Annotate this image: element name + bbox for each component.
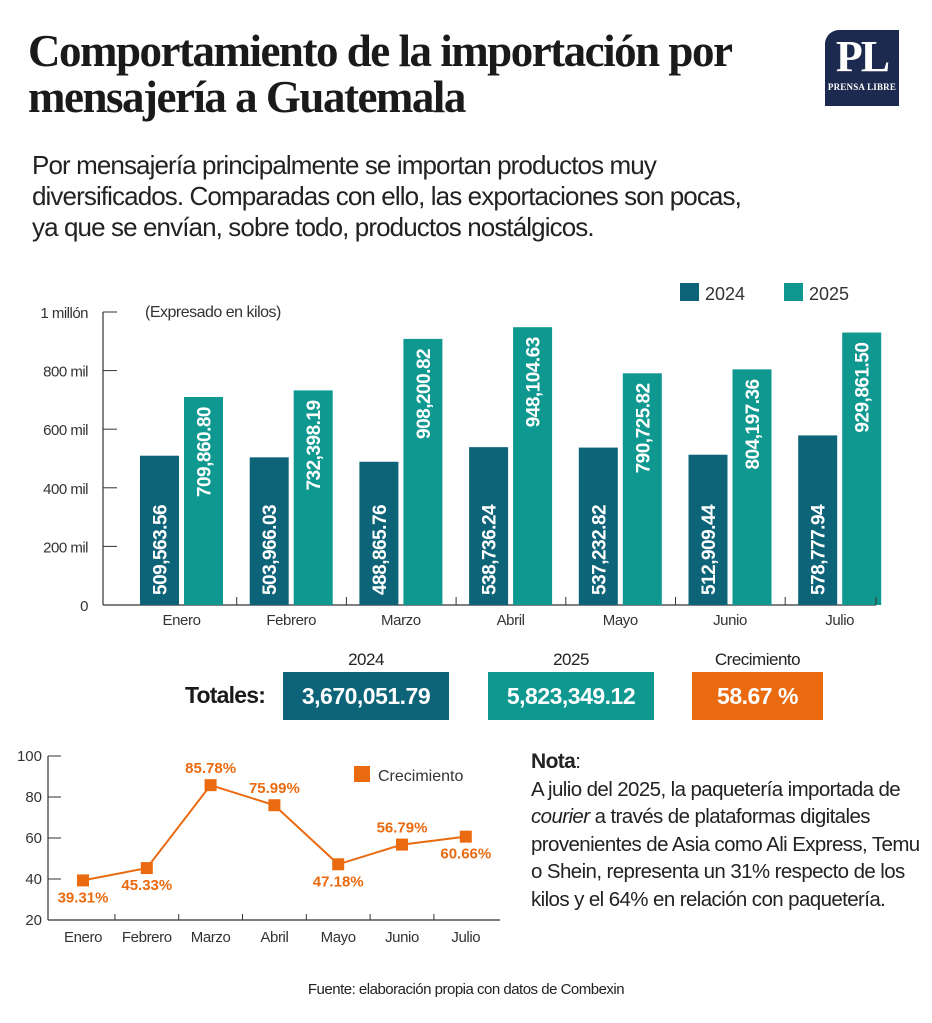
- bar-value-label: 488,865.76: [370, 505, 391, 595]
- bar-2024-junio: [688, 454, 728, 605]
- note-text-part: A julio del 2025, la paquetería importad…: [531, 777, 901, 801]
- y-tick-label: 100: [17, 748, 42, 765]
- note-box: Nota: A julio del 2025, la paquetería im…: [531, 748, 931, 913]
- growth-line-chart: 20 40 60 80 100 39.31% 45.33% 85.78% 75.99% 47.18…: [17, 748, 500, 946]
- bar-value-label: 509,563.56: [151, 505, 172, 595]
- totals-header-2024: 2024: [348, 650, 384, 669]
- note-colon: :: [575, 750, 581, 773]
- legend-label-2024: 2024: [705, 284, 745, 304]
- page-title: Comportamiento de la importación por men…: [28, 26, 732, 122]
- logo-monogram: PL: [835, 32, 890, 81]
- bar-2025-marzo: [403, 338, 443, 605]
- bar-2025-mayo: [622, 373, 662, 605]
- subtitle: Por mensajería principalmente se importa…: [32, 150, 742, 242]
- bar-value-label: 804,197.36: [743, 379, 764, 469]
- growth-value-label: 60.66%: [440, 846, 491, 863]
- bar-value-label: 732,398.19: [304, 400, 325, 490]
- bar-chart: 0 200 mil 400 mil 600 mil 800 mil 1 millón (Ex…: [40, 283, 882, 629]
- x-tick-label: Mayo: [321, 929, 356, 946]
- growth-marker-mayo: [332, 858, 345, 871]
- x-tick-label: Abril: [260, 929, 288, 946]
- legend-swatch-2025: [784, 283, 803, 301]
- bar-2024-marzo: [359, 461, 399, 605]
- units-annotation: (Expresado en kilos): [145, 304, 281, 321]
- bar-value-label: 538,736.24: [480, 504, 501, 595]
- x-tick-label: Mayo: [603, 612, 638, 629]
- bar-2025-junio: [732, 369, 772, 605]
- bar-value-label: 948,104.63: [524, 337, 545, 427]
- growth-value-label: 75.99%: [249, 780, 300, 797]
- x-tick-label: Marzo: [191, 929, 231, 946]
- growth-value-label: 85.78%: [185, 760, 236, 777]
- bar-2025-febrero: [293, 390, 333, 605]
- growth-marker-junio: [396, 838, 408, 851]
- totals-value-growth: 58.67 %: [692, 672, 823, 720]
- prensa-libre-logo: PL PRENSA LIBRE: [825, 30, 899, 106]
- x-tick-label: Abril: [497, 612, 525, 629]
- growth-marker-marzo: [204, 779, 217, 792]
- bar-value-label: 709,860.80: [195, 407, 216, 497]
- bar-value-label: 929,861.50: [853, 343, 874, 433]
- x-tick-label: Enero: [64, 929, 102, 946]
- y-tick-label: 60: [25, 830, 42, 847]
- x-tick-label: Junio: [385, 929, 419, 946]
- x-tick-label: Marzo: [381, 612, 421, 629]
- growth-value-label: 39.31%: [58, 889, 109, 906]
- source-note: Fuente: elaboración propia con datos de …: [307, 981, 625, 998]
- x-tick-label: Febrero: [266, 612, 316, 629]
- bar-value-label: 790,725.82: [633, 383, 654, 473]
- logo-name: PRENSA LIBRE: [827, 82, 897, 92]
- growth-marker-enero: [77, 874, 89, 887]
- note-text: A julio del 2025, la paquetería importad…: [531, 776, 931, 914]
- y-tick-label: 600 mil: [43, 422, 88, 439]
- legend-swatch-crecimiento: [354, 766, 370, 782]
- x-tick-label: Junio: [713, 612, 747, 629]
- bar-2024-mayo: [578, 447, 618, 605]
- y-tick-label: 1 millón: [40, 305, 88, 322]
- x-tick-label: Julio: [825, 612, 854, 629]
- totals-value-2025: 5,823,349.12: [488, 672, 654, 720]
- legend-label-2025: 2025: [809, 284, 849, 304]
- legend-label-crecimiento: Crecimiento: [378, 768, 463, 785]
- growth-marker-julio: [459, 830, 472, 843]
- growth-value-label: 47.18%: [313, 873, 364, 890]
- x-tick-label: Enero: [162, 612, 200, 629]
- note-title: Nota: [531, 750, 576, 773]
- y-tick-label: 200 mil: [43, 539, 88, 556]
- note-text-part: a través de plataformas digitales proven…: [531, 805, 920, 911]
- totals-value-2024: 3,670,051.79: [283, 672, 449, 720]
- bar-2024-abril: [469, 447, 509, 605]
- totals-header-2025: 2025: [553, 650, 589, 669]
- bar-value-label: 537,232.82: [589, 505, 610, 595]
- legend-swatch-2024: [680, 283, 699, 301]
- bar-2024-febrero: [249, 457, 289, 605]
- bar-value-label: 503,966.03: [260, 505, 281, 595]
- bar-value-label: 578,777.94: [809, 504, 830, 595]
- bar-2025-abril: [513, 327, 553, 605]
- bar-2024-julio: [798, 435, 838, 605]
- note-italic-term: courier: [531, 805, 590, 828]
- x-tick-label: Julio: [451, 929, 480, 946]
- bar-2025-julio: [842, 332, 882, 605]
- y-tick-label: 20: [25, 912, 42, 929]
- growth-value-label: 56.79%: [377, 820, 428, 837]
- growth-marker-abril: [268, 799, 281, 812]
- totals-header-growth: Crecimiento: [714, 650, 801, 669]
- bar-value-label: 512,909.44: [699, 504, 720, 595]
- bar-2025-enero: [184, 397, 223, 605]
- y-tick-label: 400 mil: [43, 481, 88, 498]
- bar-value-label: 908,200.82: [414, 349, 435, 439]
- totals-label: Totales:: [185, 682, 266, 708]
- y-tick-label: 800 mil: [43, 364, 88, 381]
- y-tick-label: 0: [80, 598, 88, 615]
- y-tick-label: 80: [25, 789, 42, 806]
- x-tick-label: Febrero: [122, 929, 172, 946]
- growth-marker-febrero: [140, 862, 153, 875]
- growth-value-label: 45.33%: [121, 877, 172, 894]
- bar-2024-enero: [140, 455, 179, 605]
- y-tick-label: 40: [25, 871, 42, 888]
